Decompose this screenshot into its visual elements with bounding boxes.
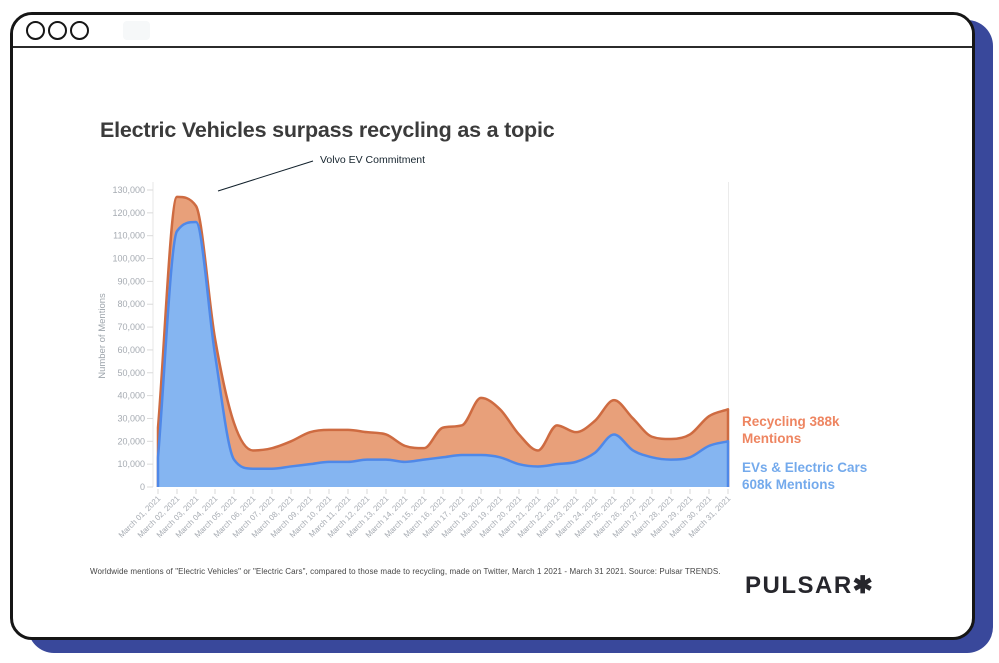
evs-line <box>156 220 730 487</box>
window-content: 0 10,000 20,000 30,000 40,000 50,000 60,000 70,… <box>13 49 972 638</box>
recycling-line <box>156 195 730 487</box>
window-button-2[interactable] <box>48 21 67 40</box>
annotation-label: Volvo EV Commitment <box>320 154 425 166</box>
y-tick-label: 40,000 <box>117 391 145 401</box>
y-tick-label: 0 <box>140 482 145 492</box>
y-tick-label: 10,000 <box>117 459 145 469</box>
y-tick-label: 130,000 <box>112 185 145 195</box>
y-tick-label: 60,000 <box>117 345 145 355</box>
titlebar-tab <box>123 21 150 40</box>
y-tick-label: 20,000 <box>117 436 145 446</box>
page-title: Electric Vehicles surpass recycling as a… <box>100 117 555 142</box>
legend-recycling: Recycling 388k Mentions <box>742 413 840 446</box>
chart-canvas: 0 10,000 20,000 30,000 40,000 50,000 60,000 70,… <box>97 154 733 540</box>
pulsar-logo: PULSAR✱ <box>745 571 875 599</box>
y-tick-label: 30,000 <box>117 413 145 423</box>
y-tick-label: 80,000 <box>117 299 145 309</box>
window-button-1[interactable] <box>26 21 45 40</box>
y-tick-label: 90,000 <box>117 276 145 286</box>
window-button-3[interactable] <box>70 21 89 40</box>
y-tick-label: 50,000 <box>117 368 145 378</box>
browser-window: 0 10,000 20,000 30,000 40,000 50,000 60,000 70,… <box>10 12 975 640</box>
source-caption: Worldwide mentions of "Electric Vehicles… <box>90 566 721 576</box>
annotation-line <box>217 160 314 192</box>
y-tick-label: 100,000 <box>112 254 145 264</box>
browser-titlebar <box>13 15 972 48</box>
y-tick-label: 120,000 <box>112 208 145 218</box>
legend-evs: EVs & Electric Cars 608k Mentions <box>742 459 868 492</box>
y-tick-label: 70,000 <box>117 322 145 332</box>
y-axis-title: Number of Mentions <box>97 293 108 379</box>
y-tick-label: 110,000 <box>113 231 145 241</box>
